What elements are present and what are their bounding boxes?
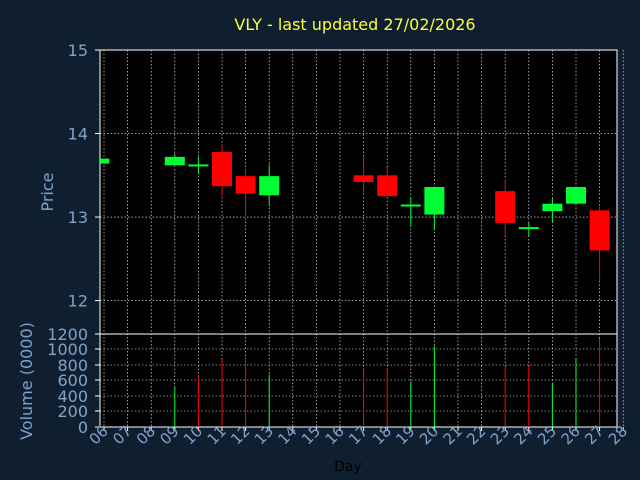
price-plot-area [100,50,617,334]
candle-body [188,164,209,167]
candle-body [566,186,586,204]
volume-tick-label: 1200 [47,325,88,344]
volume-plot-area [100,334,617,427]
candle-body [235,176,256,194]
candle-body [495,191,516,223]
candle-body [377,175,398,197]
volume-tick-label: 1000 [47,340,88,359]
price-tick-label: 12 [68,292,88,311]
price-tick-label: 15 [68,41,88,60]
volume-tick-label: 0 [78,418,88,437]
volume-tick-label: 200 [57,402,88,421]
day-axis-label: Day [334,459,362,475]
candle-body [589,210,610,251]
price-tick-label: 13 [68,208,88,227]
volume-tick-label: 800 [57,356,88,375]
price-tick-label: 14 [68,125,88,144]
volume-plot-frame [99,333,618,428]
candle-body [212,151,232,187]
price-axis-label: Price [38,172,57,211]
candle-body [424,186,445,215]
volume-tick-label: 600 [57,371,88,390]
candle-body [100,158,110,164]
candle-body [542,203,563,212]
chart-title: VLY - last updated 27/02/2026 [234,15,475,34]
candle-body [259,176,280,196]
volume-tick-label: 400 [57,387,88,406]
candle-body [353,175,374,182]
candle-body [164,156,185,166]
candle-body [400,204,421,207]
candle-body [518,227,539,230]
volume-axis-label: Volume (0000) [17,322,36,440]
